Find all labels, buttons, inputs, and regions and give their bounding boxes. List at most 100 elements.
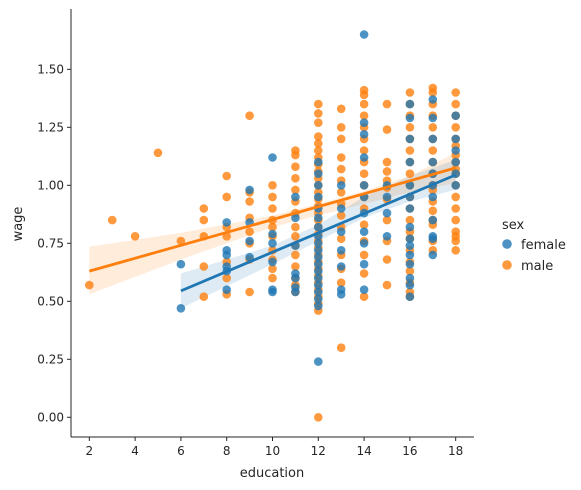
male-data-point [291, 185, 300, 195]
female-data-point [451, 157, 461, 167]
female-data-point [268, 239, 277, 248]
female-data-point [428, 134, 438, 144]
male-data-point [199, 262, 209, 271]
female-data-point [405, 134, 415, 144]
male-data-point [268, 273, 277, 283]
female-data-point [314, 169, 323, 178]
female-data-point [359, 239, 369, 248]
male-data-point [268, 181, 277, 190]
female-data-point [176, 304, 186, 313]
x-tick-label: 14 [356, 444, 371, 458]
male-data-point [405, 88, 415, 97]
male-data-point [153, 148, 163, 158]
male-data-point [428, 146, 438, 155]
female-data-point [314, 252, 323, 262]
female-data-point [245, 252, 254, 262]
female-data-point [314, 192, 323, 202]
female-data-point [291, 287, 300, 297]
male-data-point [359, 220, 369, 229]
female-data-point [405, 99, 415, 109]
female-data-point [314, 301, 323, 311]
female-data-point [222, 218, 231, 227]
female-data-point [314, 157, 323, 167]
female-data-point [359, 181, 369, 190]
x-axis-label: education [240, 466, 305, 481]
male-data-point [428, 123, 438, 132]
female-data-point [405, 113, 415, 123]
male-data-point [405, 215, 415, 225]
x-tick-label: 12 [311, 444, 326, 458]
female-data-point [428, 192, 438, 202]
male-data-point [336, 234, 346, 243]
y-ticks: 0.00 0.25 0.50 0.75 1.00 1.25 1.50 [37, 62, 71, 424]
female-data-point [359, 30, 369, 39]
male-data-point [382, 99, 392, 109]
legend: sex female male [502, 218, 566, 274]
male-data-point [336, 134, 346, 144]
male-data-point [405, 169, 415, 178]
legend-marker-female [502, 239, 512, 249]
female-data-point [176, 259, 186, 269]
male-data-point [382, 157, 392, 167]
male-data-point [451, 246, 461, 255]
male-data-point [245, 111, 254, 120]
female-data-point [268, 287, 277, 297]
female-data-point [405, 222, 415, 232]
male-data-point [382, 255, 392, 264]
female-data-point [405, 259, 415, 269]
female-data-point [451, 146, 461, 155]
female-data-point [268, 153, 277, 162]
female-data-point [314, 294, 323, 304]
male-data-point [451, 99, 461, 109]
female-data-point [314, 273, 323, 283]
male-data-point [314, 139, 323, 148]
female-data-point [382, 192, 392, 202]
female-data-point [222, 250, 231, 260]
female-data-point [359, 153, 369, 162]
male-data-point [405, 146, 415, 155]
male-data-point [268, 204, 277, 213]
x-tick-label: 2 [85, 444, 93, 458]
female-data-point [336, 181, 346, 190]
male-data-point [336, 343, 346, 353]
legend-label-male: male [521, 259, 553, 274]
legend-title: sex [502, 218, 525, 233]
male-data-point [291, 250, 300, 260]
regression-lines [88, 166, 457, 293]
male-data-point [359, 99, 369, 109]
female-data-point [314, 239, 323, 248]
female-data-point [268, 257, 277, 267]
female-data-point [405, 234, 415, 243]
y-axis-label: wage [11, 207, 26, 242]
female-data-point [405, 157, 415, 167]
male-data-point [314, 109, 323, 118]
male-data-point [222, 171, 231, 181]
female-data-point [291, 273, 300, 283]
female-data-point [314, 213, 323, 223]
y-tick-label: 1.50 [37, 62, 64, 76]
male-data-point [451, 192, 461, 202]
male-data-point [359, 146, 369, 155]
male-data-point [268, 192, 277, 202]
male-data-point [199, 215, 209, 225]
female-data-point [428, 215, 438, 225]
x-tick-label: 8 [223, 444, 231, 458]
female-data-point [268, 229, 277, 239]
male-data-point [291, 162, 300, 171]
male-data-point [268, 222, 277, 232]
male-data-point [245, 227, 254, 236]
male-data-point [336, 164, 346, 174]
female-data-point [405, 250, 415, 260]
male-data-point [222, 192, 231, 202]
male-data-point [451, 204, 461, 213]
male-data-point [405, 123, 415, 132]
female-data-point [405, 204, 415, 213]
male-data-point [336, 278, 346, 288]
female-data-point [405, 280, 415, 290]
female-regression-line [180, 173, 457, 293]
male-data-point [382, 280, 392, 290]
female-data-point [451, 181, 461, 190]
y-tick-label: 0.25 [37, 352, 64, 366]
male-data-point [359, 169, 369, 178]
male-data-point [199, 204, 209, 213]
